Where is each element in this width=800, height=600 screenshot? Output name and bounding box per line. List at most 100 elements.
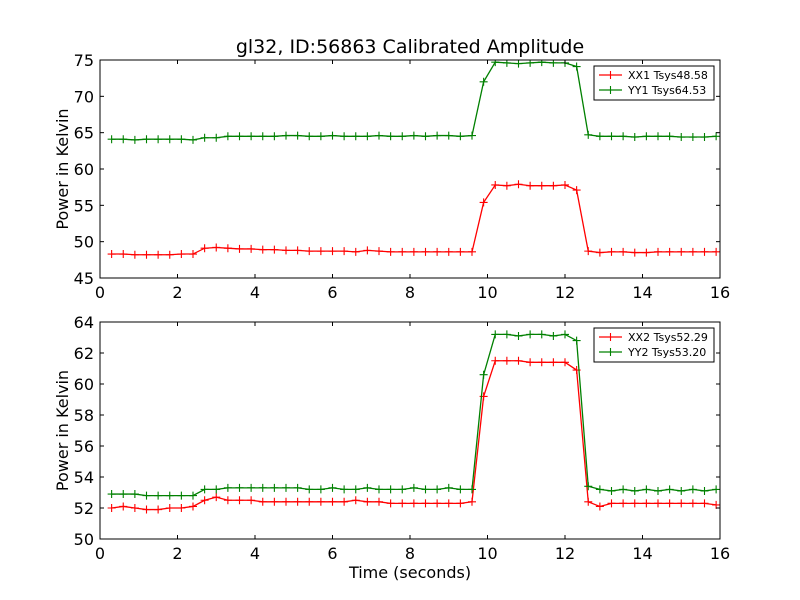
data-point: [642, 499, 651, 508]
data-point: [386, 247, 395, 256]
y-axis-label: Power in Kelvin: [53, 108, 72, 229]
data-point: [258, 483, 267, 492]
y-tick-label: 70: [74, 87, 94, 106]
data-point: [642, 485, 651, 494]
data-point: [433, 499, 442, 508]
data-point: [375, 247, 383, 256]
data-point: [270, 245, 279, 254]
data-point: [282, 131, 290, 140]
data-point: [177, 250, 186, 259]
data-point: [677, 133, 686, 142]
data-point: [700, 486, 709, 495]
data-point: [630, 133, 639, 142]
y-tick-label: 56: [74, 437, 94, 456]
y-tick-label: 50: [74, 530, 94, 549]
data-point: [677, 247, 686, 256]
data-point: [665, 247, 674, 256]
data-point: [700, 247, 709, 256]
legend-marker: [606, 86, 615, 94]
data-point: [630, 499, 639, 508]
series-1: [107, 356, 720, 514]
y-tick-label: 54: [74, 468, 94, 487]
x-tick-label: 10: [477, 283, 497, 302]
data-point: [654, 132, 662, 141]
chart-title: gl32, ID:56863 Calibrated Amplitude: [236, 36, 584, 58]
data-point: [328, 131, 337, 140]
data-point: [700, 133, 709, 142]
data-point: [607, 247, 616, 256]
data-point: [549, 358, 558, 367]
data-point: [595, 485, 604, 494]
legend: XX1 Tsys48.58 YY1 Tsys64.53: [593, 65, 715, 101]
data-point: [468, 497, 476, 506]
x-tick-label: 16: [710, 544, 730, 563]
data-point: [572, 336, 581, 345]
data-point: [270, 132, 279, 141]
y-tick-label: 50: [74, 233, 94, 252]
data-point: [177, 491, 186, 500]
data-point: [223, 496, 232, 505]
data-point: [200, 133, 209, 142]
data-point: [142, 250, 151, 259]
data-point: [107, 135, 116, 144]
data-point: [584, 482, 593, 491]
data-point: [340, 485, 349, 494]
data-point: [677, 486, 686, 495]
data-point: [293, 497, 302, 506]
legend-box: [593, 65, 715, 101]
data-point: [340, 247, 349, 256]
data-point: [305, 132, 314, 141]
data-point: [700, 499, 709, 508]
data-point: [584, 247, 593, 256]
data-point: [258, 497, 267, 506]
data-point: [107, 250, 116, 259]
y-tick-label: 52: [74, 499, 94, 518]
data-point: [316, 132, 325, 141]
data-point: [642, 248, 651, 257]
data-point: [177, 504, 186, 512]
data-point: [572, 62, 581, 71]
data-point: [316, 497, 325, 506]
y-tick-label: 64: [74, 313, 94, 332]
series-2: [107, 60, 720, 144]
data-point: [340, 497, 349, 506]
data-point: [468, 131, 476, 140]
data-point: [444, 499, 453, 508]
data-point: [665, 499, 674, 508]
data-point: [712, 132, 720, 141]
data-point: [200, 496, 209, 505]
data-point: [502, 181, 511, 190]
data-point: [409, 131, 418, 140]
x-tick-label: 12: [555, 283, 575, 302]
data-point: [258, 132, 267, 141]
data-point: [595, 248, 604, 257]
data-point: [537, 330, 546, 339]
data-point: [712, 247, 720, 256]
data-point: [130, 250, 139, 259]
data-point: [444, 483, 453, 492]
data-point: [247, 496, 256, 505]
x-tick-label: 2: [172, 544, 182, 563]
data-point: [654, 247, 662, 256]
data-point: [468, 485, 476, 494]
data-point: [107, 490, 116, 499]
data-point: [456, 485, 465, 494]
data-point: [537, 60, 546, 67]
data-point: [398, 485, 407, 494]
data-point: [607, 486, 616, 495]
data-point: [502, 330, 511, 339]
y-tick-label: 62: [74, 344, 94, 363]
legend-label: YY2 Tsys53.20: [627, 346, 706, 359]
data-point: [119, 490, 128, 499]
x-tick-label: 6: [327, 283, 337, 302]
data-point: [537, 358, 546, 367]
data-point: [549, 331, 558, 340]
data-point: [189, 135, 197, 144]
data-point: [572, 186, 581, 195]
data-point: [363, 132, 372, 141]
data-point: [212, 485, 221, 494]
data-point: [107, 504, 116, 512]
y-tick-label: 75: [74, 51, 94, 70]
data-point: [363, 483, 372, 492]
y-axis-label: Power in Kelvin: [53, 370, 72, 491]
